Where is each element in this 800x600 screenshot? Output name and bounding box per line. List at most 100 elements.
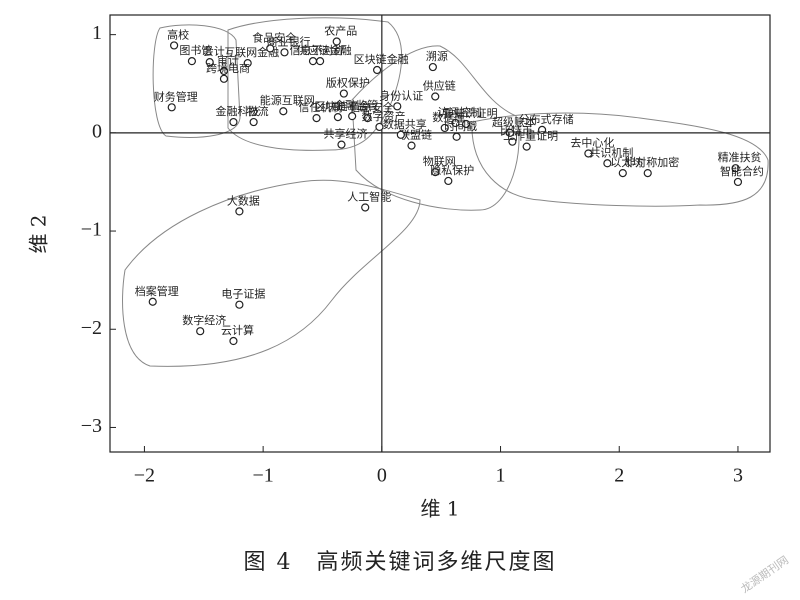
point [452, 132, 461, 141]
point [363, 114, 372, 123]
point [167, 103, 176, 112]
cluster-outlines [122, 17, 769, 367]
cluster-outline [227, 17, 403, 151]
point-label: 溯源 [426, 49, 448, 63]
point [196, 327, 205, 336]
point [451, 118, 460, 128]
cluster-outline [351, 45, 520, 211]
point-label: 信息不对称 [289, 43, 344, 57]
point [431, 168, 440, 177]
point [219, 66, 229, 76]
point-label: 去中心化 [570, 135, 614, 149]
y-tick-label: −2 [81, 317, 102, 339]
point-label: 金融监管 [334, 98, 378, 112]
point [537, 125, 547, 134]
point-label: 电子证据 [221, 287, 265, 301]
point [440, 123, 449, 133]
point [375, 122, 384, 132]
y-tick-label: 1 [92, 22, 102, 44]
point [584, 149, 593, 158]
plot-frame [109, 14, 771, 453]
point-label: 供应链 [423, 79, 456, 93]
point [148, 297, 157, 306]
point-label: 信息安全 [350, 100, 394, 114]
point [205, 58, 214, 67]
point [731, 164, 740, 173]
point [444, 176, 453, 186]
point-label: 审计 [217, 53, 239, 67]
x-tick-label: 3 [733, 465, 743, 487]
point-label: 区块链金融 [354, 52, 409, 66]
x-tick-label: 1 [496, 465, 506, 487]
point [522, 142, 531, 151]
y-tick-label: −1 [81, 219, 102, 241]
point [407, 141, 416, 150]
point [229, 336, 238, 346]
y-axis-title: 维 2 [27, 214, 51, 253]
point-label: 版权保护 [326, 76, 370, 90]
point-label: 数字资产 [361, 109, 405, 123]
x-tick-label: 2 [614, 465, 624, 487]
point [280, 48, 289, 57]
point [187, 57, 197, 66]
point-label: 时间戳 [444, 120, 477, 133]
point-label: 财务管理 [154, 89, 198, 103]
point [333, 113, 343, 122]
point-label: 分布式存储 [519, 112, 574, 126]
cluster-outline [152, 24, 241, 138]
point-label: 高校 [167, 27, 189, 41]
point-label: 金融科技 [215, 104, 259, 118]
point [170, 41, 179, 50]
point-label: 超级账本 [492, 115, 536, 129]
x-tick-label: −1 [252, 465, 273, 487]
point-label: 共享经济 [323, 127, 367, 141]
y-tick-label: 0 [92, 120, 102, 142]
point [308, 57, 318, 66]
point [219, 74, 229, 83]
point [312, 114, 321, 123]
point-label: 供应链金融 [297, 43, 352, 57]
point [235, 207, 244, 216]
point-label: 物流 [247, 104, 269, 118]
point [339, 89, 348, 98]
point [243, 59, 252, 68]
point-label: 能源互联网 [260, 93, 315, 107]
point-label: 联盟链 [399, 128, 432, 142]
point-label: 零知识证明 [443, 106, 498, 120]
point [393, 102, 402, 111]
point [431, 92, 440, 101]
point-label: 跨境电商 [206, 61, 250, 75]
point-label: 访问控制 [437, 105, 481, 119]
point [508, 137, 517, 146]
point-label: 物联网 [423, 154, 456, 168]
point [372, 65, 382, 75]
point-label: 人工智能 [347, 189, 391, 203]
point [618, 169, 627, 178]
point-label: 会计 [203, 45, 225, 58]
x-axis-title: 维 1 [420, 497, 459, 521]
point [266, 44, 275, 53]
point [279, 107, 288, 116]
point-label: 图书馆 [179, 43, 212, 57]
point [733, 177, 743, 187]
point-label: 数字经济 [182, 313, 226, 327]
watermark: 龙源期刊网 [738, 553, 791, 596]
point-label: 隐私保护 [430, 163, 474, 177]
point-label: 非对称加密 [624, 155, 679, 169]
point [337, 140, 346, 149]
point-label: 以太坊 [610, 155, 643, 169]
point [235, 300, 244, 309]
point-label: 档案管理 [135, 284, 179, 298]
caption: 图 4 高频关键词多维尺度图 [244, 550, 557, 575]
point [643, 169, 652, 178]
point-label: 云计算 [221, 323, 254, 337]
point-label: 共识机制 [589, 145, 633, 159]
point-label: 工作量证明 [503, 130, 558, 143]
point [348, 112, 357, 121]
y-tick-label: −3 [81, 415, 102, 437]
x-tick-label: 0 [377, 465, 387, 487]
point-label: 农产品 [324, 24, 357, 38]
point [603, 159, 612, 168]
